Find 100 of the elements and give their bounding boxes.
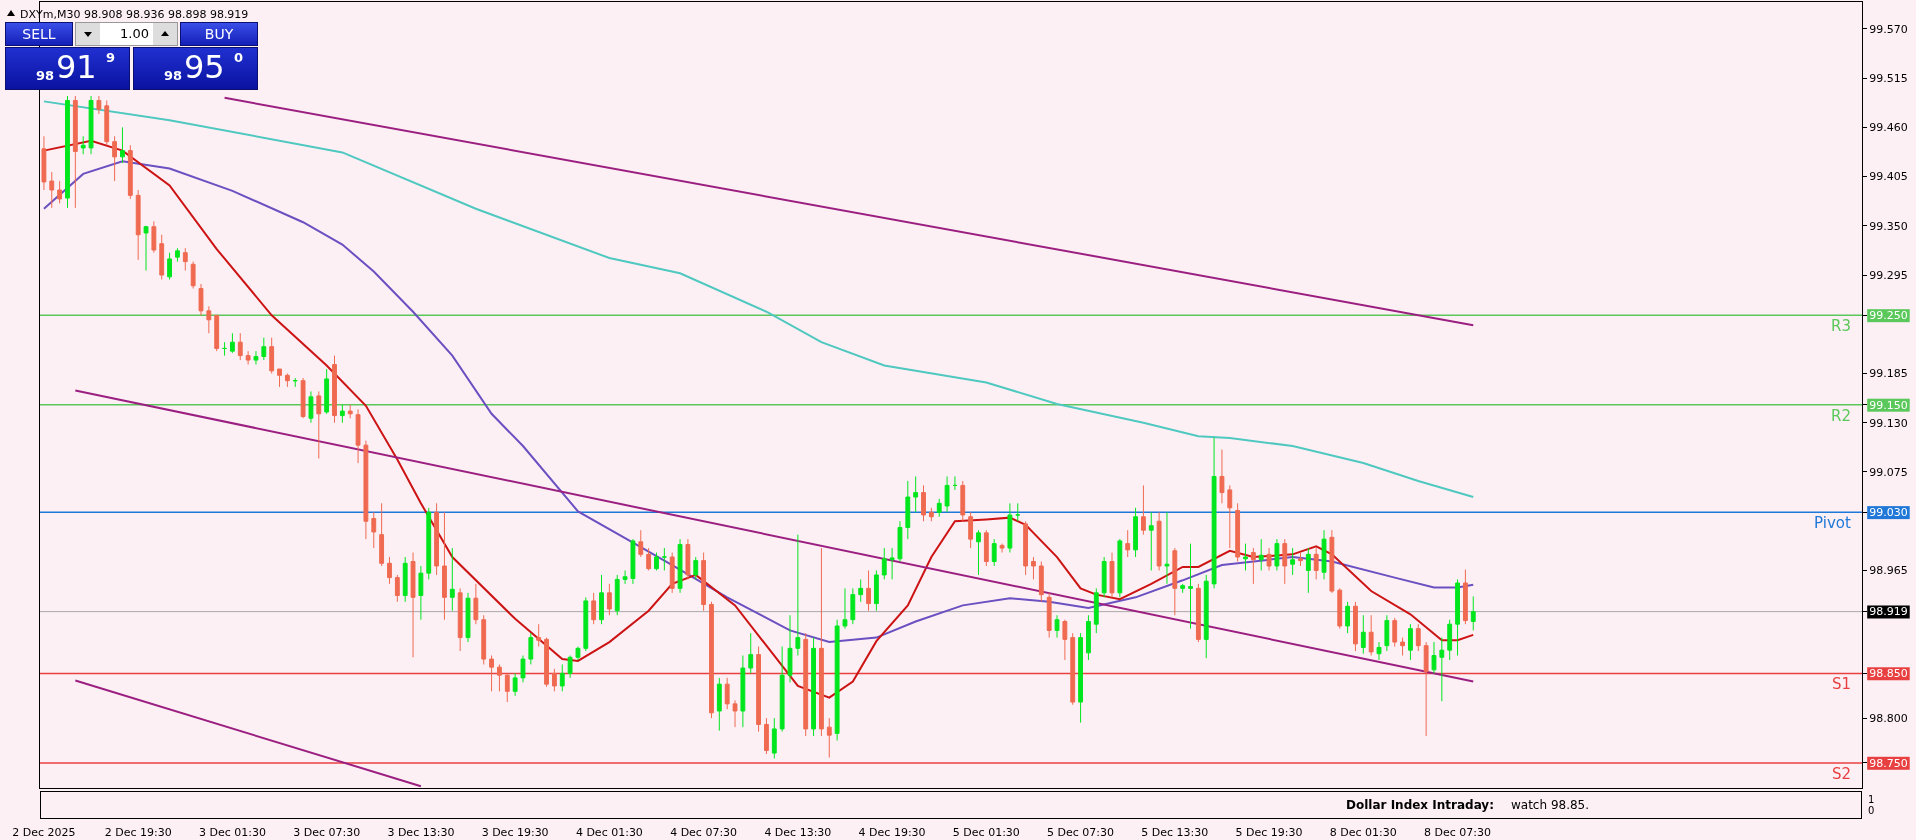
candlestick	[1470, 595, 1476, 631]
candlestick	[630, 538, 636, 585]
candlestick	[889, 547, 895, 580]
candlestick	[308, 390, 314, 424]
y-tick-label: 99.405	[1869, 170, 1908, 184]
candlestick	[756, 646, 762, 733]
candlestick	[1195, 583, 1201, 643]
candlestick	[724, 677, 730, 710]
candlestick	[551, 668, 557, 692]
candlestick	[591, 592, 597, 625]
ref-line-label: R2	[1831, 407, 1851, 425]
text: Dollar Index Intraday:	[1346, 798, 1494, 812]
candlestick	[771, 717, 777, 759]
candlestick	[1235, 502, 1241, 563]
annotation: 95	[184, 48, 225, 86]
candlestick	[606, 583, 612, 616]
candlestick	[457, 587, 463, 652]
candlestick	[1015, 502, 1021, 522]
bid-price-box: 98 91 9	[5, 47, 130, 90]
candlestick	[339, 404, 345, 424]
y-tick-label: 98.965	[1869, 564, 1908, 578]
candlestick	[1368, 614, 1374, 657]
candlestick	[583, 596, 589, 652]
y-tick-label: 99.350	[1869, 219, 1908, 233]
candlestick	[206, 305, 212, 334]
x-tick-label: 4 Dec 07:30	[670, 826, 738, 840]
candlestick	[1353, 601, 1358, 652]
y-tick-label: 98.919	[1869, 605, 1908, 619]
candlestick	[748, 632, 754, 674]
candlestick	[818, 547, 824, 737]
candlestick	[497, 663, 502, 692]
candlestick	[928, 507, 934, 522]
y-tick-label: 99.185	[1869, 367, 1908, 381]
candlestick	[292, 377, 298, 388]
x-tick-label: 5 Dec 13:30	[1141, 826, 1209, 840]
candlestick	[159, 234, 165, 281]
candlestick	[394, 574, 400, 603]
annotation: 0	[234, 50, 244, 65]
candlestick	[332, 355, 337, 424]
candlestick	[1439, 637, 1445, 702]
candlestick	[379, 502, 385, 567]
candlestick	[1243, 543, 1248, 571]
candlestick	[1392, 617, 1398, 648]
y-tick-label: 98.850	[1869, 667, 1908, 681]
x-tick-label: 5 Dec 07:30	[1047, 826, 1115, 840]
x-tick-label: 3 Dec 13:30	[387, 826, 455, 840]
y-tick-label: 99.150	[1869, 398, 1908, 412]
candlestick	[1345, 601, 1351, 634]
candlestick	[787, 614, 793, 683]
candlestick	[127, 144, 133, 200]
x-tick-label: 5 Dec 19:30	[1235, 826, 1303, 840]
candlestick	[952, 475, 958, 491]
candlestick	[104, 99, 110, 146]
annotation: 98	[164, 68, 183, 83]
candlestick	[654, 552, 659, 571]
text: watch 98.85.	[1511, 798, 1590, 812]
annotation: 91	[56, 48, 97, 86]
candlestick	[1329, 529, 1335, 594]
buy-button: BUY	[180, 22, 258, 46]
candlestick	[1462, 569, 1468, 625]
x-tick-label: 3 Dec 01:30	[198, 826, 266, 840]
candlestick	[473, 583, 479, 625]
candlestick	[544, 637, 549, 688]
candlestick	[489, 655, 494, 692]
candlestick	[1282, 538, 1288, 585]
candlestick	[1360, 614, 1366, 655]
candlestick	[1031, 556, 1036, 580]
candlestick	[1384, 614, 1390, 652]
candlestick	[1109, 552, 1115, 598]
candlestick	[324, 368, 330, 415]
candlestick	[921, 484, 926, 522]
candlestick	[80, 135, 86, 155]
candlestick	[120, 126, 125, 164]
candlestick	[850, 587, 856, 625]
candlestick	[402, 556, 408, 603]
line-series	[42, 100, 1475, 499]
candlestick	[449, 547, 455, 612]
candlestick	[764, 717, 769, 755]
candlestick	[355, 408, 361, 464]
candlestick	[1211, 437, 1217, 589]
candlestick	[135, 189, 141, 261]
y-tick-label: 99.075	[1869, 465, 1908, 479]
candlestick	[999, 543, 1005, 554]
candlestick	[1062, 619, 1068, 661]
candlestick	[536, 623, 542, 648]
candlestick	[881, 547, 887, 580]
candlestick	[1274, 538, 1280, 571]
candlestick	[1007, 502, 1013, 554]
y-tick-label: 98.800	[1869, 712, 1908, 726]
candlestick	[1227, 484, 1233, 549]
candlestick	[1086, 614, 1091, 661]
text: 1	[1868, 794, 1875, 805]
candlestick	[261, 337, 267, 361]
candlestick	[1038, 561, 1044, 603]
candlestick	[842, 587, 848, 630]
candlestick	[1133, 507, 1138, 558]
candlestick	[426, 507, 432, 580]
candlestick	[1093, 587, 1099, 634]
candlestick	[685, 538, 691, 580]
candlestick	[528, 632, 534, 665]
